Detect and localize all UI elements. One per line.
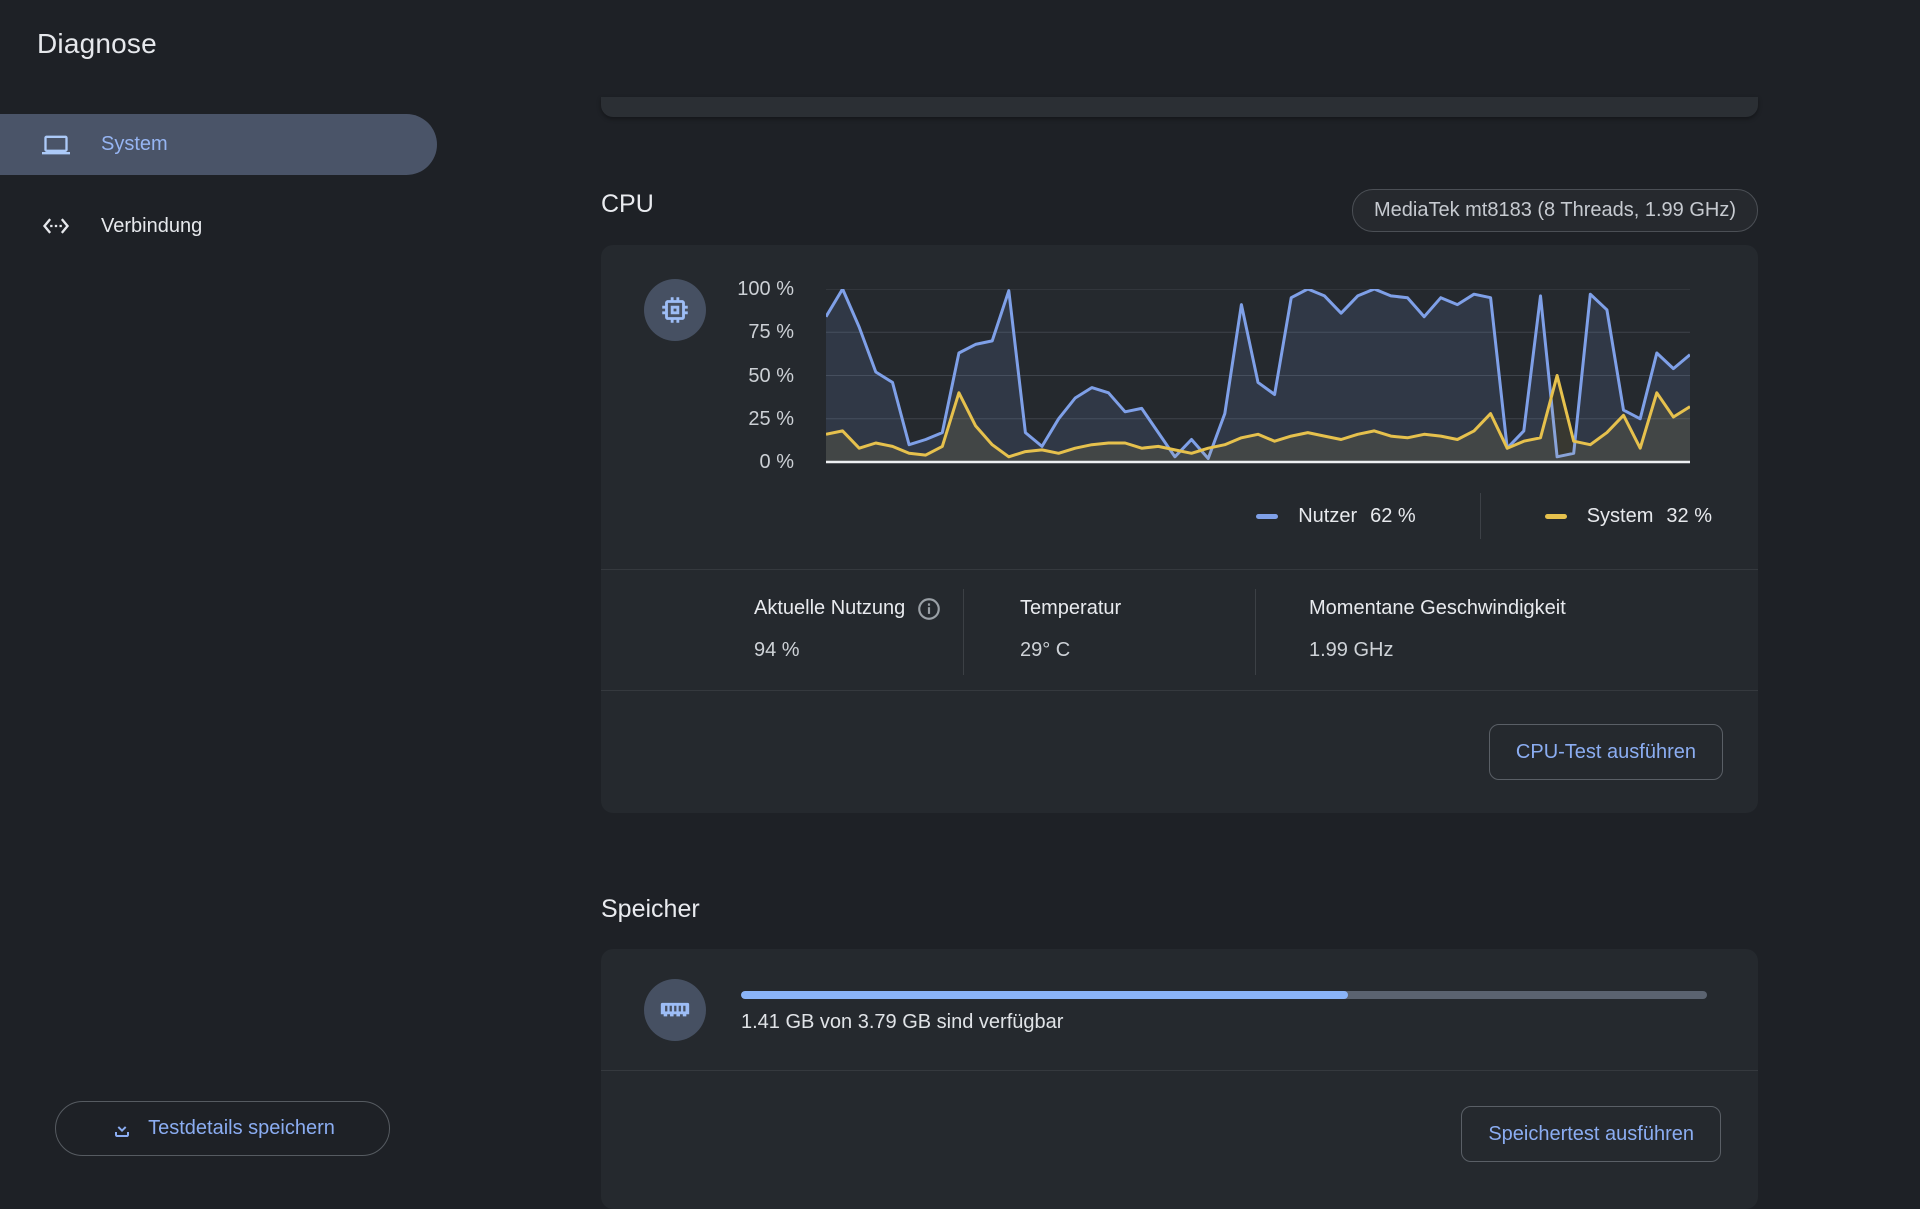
- previous-card-edge: [601, 97, 1758, 117]
- stat-value: 29° C: [1020, 639, 1071, 661]
- memory-status-text: 1.41 GB von 3.79 GB sind verfügbar: [741, 1011, 1064, 1033]
- legend-label: Nutzer: [1298, 504, 1358, 527]
- memory-usage-bar: [741, 991, 1707, 999]
- run-cpu-test-button[interactable]: CPU-Test ausführen: [1488, 724, 1723, 780]
- info-icon[interactable]: [916, 596, 942, 622]
- ethernet-icon: [42, 212, 70, 240]
- divider: [601, 690, 1758, 691]
- cpu-chip-badge: MediaTek mt8183 (8 Threads, 1.99 GHz): [1351, 189, 1758, 232]
- cpu-chart-y-axis: 100 % 75 % 50 % 25 % 0 %: [601, 278, 810, 489]
- legend-label: System: [1586, 504, 1654, 527]
- memory-card: 1.41 GB von 3.79 GB sind verfügbar Speic…: [601, 949, 1758, 1209]
- y-axis-tick-label: 50 %: [748, 364, 794, 387]
- stat-value: 94 %: [754, 639, 800, 661]
- stat-label: Temperatur: [1020, 597, 1122, 619]
- y-axis-tick-label: 0 %: [759, 451, 794, 473]
- stat-label: Momentane Geschwindigkeit: [1309, 597, 1566, 619]
- cpu-card: 100 % 75 % 50 % 25 % 0 % Nutzer 62 % System …: [601, 245, 1758, 813]
- stat-current-speed: Momentane Geschwindigkeit 1.99 GHz: [1309, 595, 1566, 662]
- stat-divider: [1255, 589, 1256, 675]
- legend-divider: [1479, 493, 1481, 539]
- stat-divider: [963, 589, 964, 675]
- run-memory-test-button[interactable]: Speichertest ausführen: [1461, 1106, 1721, 1162]
- memory-usage-bar-fill: [741, 991, 1348, 999]
- stat-label: Aktuelle Nutzung: [754, 597, 906, 619]
- sidebar-item-label: System: [101, 133, 168, 155]
- page-title: Diagnose: [37, 28, 157, 59]
- stat-temperature: Temperatur 29° C: [1020, 595, 1121, 662]
- save-test-details-button[interactable]: Testdetails speichern: [55, 1101, 390, 1156]
- cpu-section-title: CPU: [601, 190, 654, 218]
- cpu-icon-badge: [644, 279, 706, 341]
- memory-icon-badge: [644, 979, 706, 1041]
- y-axis-tick-label: 75 %: [748, 321, 794, 344]
- y-axis-tick-label: 25 %: [748, 407, 794, 430]
- y-axis-tick-label: 100 %: [737, 278, 794, 300]
- download-icon: [110, 1117, 134, 1141]
- cpu-icon: [658, 293, 692, 327]
- stat-current-usage: Aktuelle Nutzung 94 %: [754, 595, 942, 662]
- legend-item-nutzer: Nutzer 62 %: [1256, 505, 1416, 528]
- memory-section-title: Speicher: [601, 895, 700, 923]
- save-test-details-label: Testdetails speichern: [148, 1117, 335, 1139]
- divider: [601, 569, 1758, 570]
- system-swatch-icon: [1544, 513, 1567, 519]
- sidebar-item-system[interactable]: System: [0, 114, 437, 175]
- nutzer-swatch-icon: [1256, 513, 1279, 519]
- stat-value: 1.99 GHz: [1309, 639, 1394, 661]
- sidebar-item-label: Verbindung: [101, 214, 203, 237]
- legend-item-system: System 32 %: [1544, 504, 1712, 528]
- legend-value: 62 %: [1370, 504, 1416, 527]
- divider: [601, 1070, 1758, 1071]
- cpu-chart-legend: Nutzer 62 % System 32 %: [1256, 493, 1712, 539]
- cpu-usage-chart: [826, 289, 1690, 467]
- sidebar-item-verbindung[interactable]: Verbindung: [0, 198, 437, 254]
- ram-icon: [658, 993, 692, 1027]
- laptop-icon: [42, 131, 70, 159]
- legend-value: 32 %: [1666, 504, 1712, 527]
